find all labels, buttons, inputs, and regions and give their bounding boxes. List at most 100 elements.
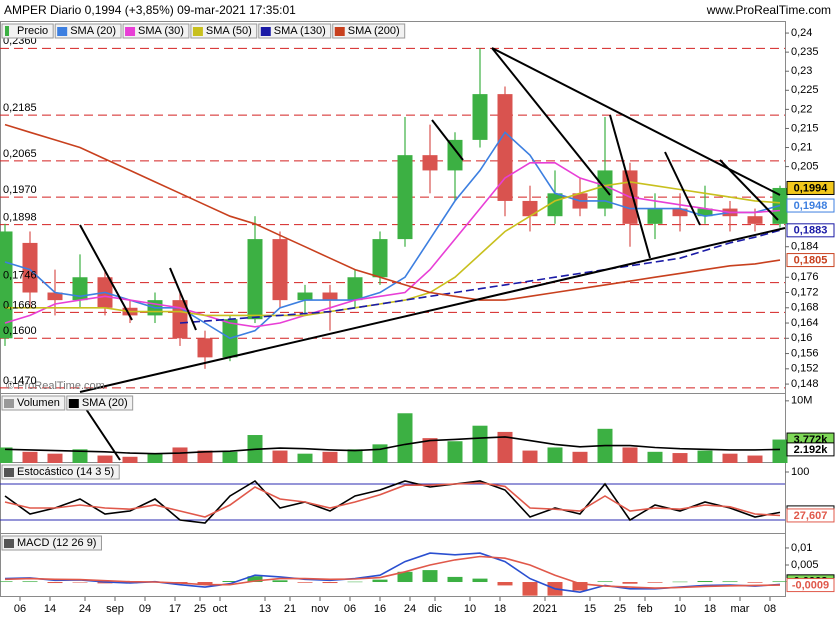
y-tick-label: 0,152	[791, 363, 819, 375]
x-tick-label: 24	[79, 603, 91, 615]
candle-body	[422, 155, 438, 171]
legend-label: SMA (50)	[206, 25, 252, 37]
bar	[322, 451, 338, 463]
series-line	[5, 181, 781, 317]
legend-swatch	[4, 399, 14, 408]
legend-label: SMA (200)	[348, 25, 400, 37]
legend-box	[122, 23, 190, 39]
trend-line	[79, 227, 786, 393]
x-tick-label: 18	[494, 603, 506, 615]
bar	[422, 570, 438, 583]
series-line	[4, 123, 781, 301]
bar	[197, 582, 213, 585]
bar	[572, 451, 588, 463]
bar	[447, 576, 463, 583]
legend-swatch	[5, 26, 9, 36]
bar	[572, 582, 588, 591]
candle-body	[322, 292, 338, 301]
bar	[622, 447, 638, 463]
level-label: 0,1970	[3, 184, 37, 196]
legend-box	[1, 395, 66, 411]
value-badge	[786, 442, 835, 457]
bar	[772, 581, 788, 583]
legend-swatch	[260, 27, 271, 36]
legend-label: SMA (20)	[82, 397, 128, 409]
legend-swatch	[57, 27, 68, 36]
site: www.ProRealTime.com	[706, 3, 831, 17]
y-tick-label: 0,16	[791, 332, 812, 344]
candle-body	[0, 231, 13, 339]
y-tick-label: 0,23	[791, 65, 812, 77]
watermark: © ProRealTime.com	[6, 380, 105, 392]
x-tick-label: oct	[213, 603, 228, 615]
level-label: 0,1600	[3, 325, 37, 337]
bar	[72, 449, 88, 463]
candle-body	[197, 338, 213, 358]
bar	[222, 580, 238, 583]
candle-body	[72, 277, 88, 301]
legend-label: Volumen	[17, 397, 60, 409]
x-tick-label: 18	[704, 603, 716, 615]
trend-line	[491, 47, 781, 196]
legend-swatch	[68, 399, 79, 408]
trend-line	[491, 47, 611, 196]
trend-lines	[79, 47, 786, 461]
x-tick-label: 06	[344, 603, 356, 615]
y-tick-label: 0,215	[791, 122, 819, 134]
bar	[697, 450, 713, 463]
candle-body	[272, 239, 288, 301]
y-tick-label: 0,184	[791, 241, 819, 253]
y-tick-label: 10M	[791, 395, 812, 407]
value-badge-label: 0,1883	[794, 225, 828, 237]
x-tick-label: 16	[374, 603, 386, 615]
candle-body	[347, 277, 363, 301]
x-tick-label: nov	[311, 603, 329, 615]
x-tick-label: 25	[194, 603, 206, 615]
legend-label: Precio	[17, 25, 48, 37]
legend-label: SMA (20)	[70, 25, 116, 37]
y-tick-label: 0,168	[791, 302, 819, 314]
y-tick-label: 0,21	[791, 141, 812, 153]
bar	[522, 450, 538, 463]
legend-box	[1, 535, 102, 551]
bar	[747, 455, 763, 463]
value-badge	[786, 223, 835, 238]
bar	[0, 581, 13, 583]
y-tick-label: 0,205	[791, 161, 819, 173]
y-tick-label: 0,01	[791, 542, 812, 554]
value-badge-label: 0,1805	[794, 254, 828, 266]
legend-box	[66, 395, 134, 411]
bar	[372, 444, 388, 463]
bar	[397, 571, 413, 583]
x-tick-label: feb	[637, 603, 652, 615]
value-badge	[786, 253, 835, 268]
candle-body	[297, 292, 313, 301]
bar	[297, 582, 313, 583]
legend-box	[54, 23, 122, 39]
x-tick-label: 06	[14, 603, 26, 615]
level-label: 0,2185	[3, 102, 37, 114]
x-tick-label: sep	[106, 603, 124, 615]
bar	[222, 451, 238, 463]
bar	[197, 450, 213, 463]
trend-line	[609, 114, 651, 259]
legend-box	[258, 23, 332, 39]
bar	[747, 582, 763, 583]
y-tick-label: 100	[791, 466, 809, 478]
trend-line	[169, 267, 197, 331]
y-tick-label: 0,156	[791, 347, 819, 359]
bar	[72, 582, 88, 583]
x-tick-label: 24	[404, 603, 416, 615]
legend-box	[332, 23, 406, 39]
bar	[547, 447, 563, 463]
value-badge-label: 0,1994	[794, 182, 829, 194]
bar	[172, 447, 188, 463]
bar	[22, 451, 38, 463]
bar	[347, 449, 363, 463]
y-tick-label: 0,005	[791, 559, 819, 571]
series-line	[179, 229, 781, 324]
bar	[347, 581, 363, 583]
legend-swatch	[4, 539, 14, 548]
bar	[372, 579, 388, 583]
